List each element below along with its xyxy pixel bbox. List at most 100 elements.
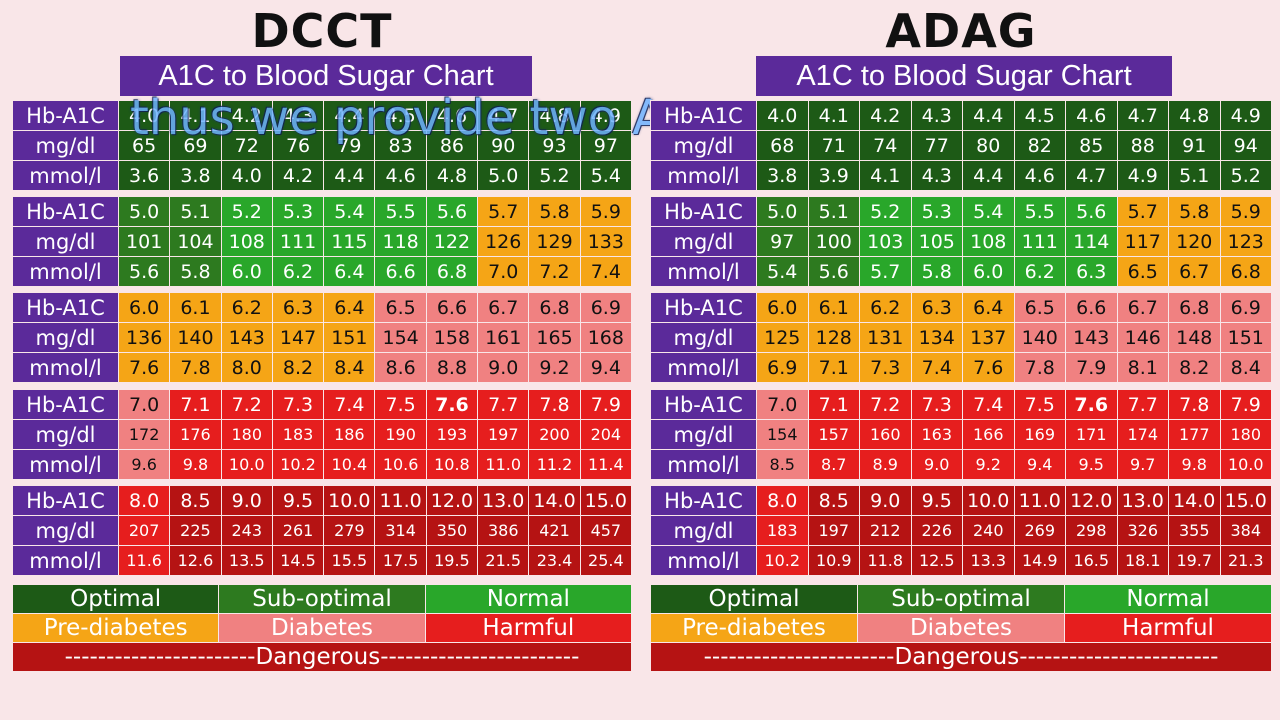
value-cell: 15.0 — [579, 485, 633, 516]
row-label: mg/dl — [650, 515, 757, 546]
table-row: mg/dl 183 197 212 226 240 269 298 326 355 384 — [650, 515, 1272, 546]
value-cell: 10.0 — [1219, 449, 1272, 480]
value-cell: 158 — [425, 322, 479, 353]
value-cell: 4.1 — [859, 160, 912, 191]
value-cell: 131 — [859, 322, 912, 353]
value-cell: 8.5 — [756, 449, 809, 480]
value-cell: 166 — [962, 419, 1015, 450]
value-cell: 243 — [220, 515, 273, 546]
value-cell: 5.9 — [579, 196, 633, 227]
value-cell: 457 — [579, 515, 633, 546]
value-cell: 6.0 — [756, 292, 809, 323]
value-cell: 19.5 — [425, 545, 479, 576]
value-cell: 8.7 — [807, 449, 860, 480]
value-cell: 100 — [807, 226, 860, 257]
value-cell: 123 — [1219, 226, 1272, 257]
value-cell: 161 — [477, 322, 530, 353]
value-cell: 157 — [807, 419, 860, 450]
value-cell: 122 — [425, 226, 479, 257]
value-cell: 384 — [1219, 515, 1272, 546]
value-cell: 6.2 — [271, 256, 325, 287]
value-cell: 165 — [528, 322, 581, 353]
value-cell: 21.3 — [1219, 545, 1272, 576]
value-cell: 386 — [477, 515, 530, 546]
table-row: mmol/l 3.8 3.9 4.1 4.3 4.4 4.6 4.7 4.9 5.1 5.2 — [650, 160, 1272, 191]
value-cell: 160 — [859, 419, 912, 450]
legend-normal: Normal — [424, 584, 633, 614]
legend-prediabetes: Pre-diabetes — [650, 613, 858, 643]
value-block: Hb-A1C 8.0 8.5 9.0 9.5 10.0 11.0 12.0 13.0 14.0 15… — [650, 485, 1272, 576]
value-cell: 212 — [859, 515, 912, 546]
table-row: mg/dl 136 140 143 147 151 154 158 161 165 168 — [12, 322, 633, 353]
value-cell: 8.9 — [859, 449, 912, 480]
row-label: Hb-A1C — [650, 196, 757, 227]
row-label: Hb-A1C — [12, 196, 119, 227]
value-cell: 180 — [220, 419, 273, 450]
value-block: Hb-A1C 4.0 4.1 4.2 4.3 4.4 4.5 4.6 4.7 4.8 4.9 mg/d… — [650, 100, 1272, 191]
table-row: mmol/l 5.4 5.6 5.7 5.8 6.0 6.2 6.3 6.5 6.7 6.8 — [650, 256, 1272, 287]
value-cell: 4.7 — [1065, 160, 1118, 191]
value-cell: 11.0 — [374, 485, 427, 516]
value-cell: 7.2 — [528, 256, 581, 287]
value-cell: 13.3 — [962, 545, 1015, 576]
value-cell: 314 — [374, 515, 427, 546]
value-block: Hb-A1C 5.0 5.1 5.2 5.3 5.4 5.5 5.6 5.7 5.8 5.9 mg/d… — [12, 196, 633, 287]
value-cell: 108 — [220, 226, 273, 257]
row-label: mmol/l — [650, 352, 757, 383]
value-cell: 5.8 — [910, 256, 963, 287]
value-cell: 421 — [528, 515, 581, 546]
value-cell: 6.0 — [962, 256, 1015, 287]
value-cell: 104 — [169, 226, 222, 257]
value-cell: 10.0 — [323, 485, 376, 516]
row-label: Hb-A1C — [650, 292, 757, 323]
value-cell: 4.8 — [425, 160, 479, 191]
value-cell: 4.6 — [1065, 100, 1118, 131]
value-cell: 7.0 — [756, 389, 809, 420]
value-cell: 4.4 — [962, 160, 1015, 191]
value-cell: 7.3 — [859, 352, 912, 383]
value-cell: 5.4 — [579, 160, 633, 191]
value-cell: 8.6 — [374, 352, 427, 383]
value-cell: 5.2 — [1219, 160, 1272, 191]
value-cell: 174 — [1116, 419, 1169, 450]
value-cell: 18.1 — [1116, 545, 1169, 576]
value-cell: 168 — [579, 322, 633, 353]
value-cell: 74 — [859, 130, 912, 161]
value-cell: 23.4 — [528, 545, 581, 576]
value-cell: 137 — [962, 322, 1015, 353]
value-cell: 7.6 — [962, 352, 1015, 383]
value-cell: 14.5 — [271, 545, 325, 576]
row-label: mmol/l — [650, 449, 757, 480]
value-cell: 151 — [1219, 322, 1272, 353]
table-row: mg/dl 172 176 180 183 186 190 193 197 200 204 — [12, 419, 633, 450]
legend-suboptimal: Sub-optimal — [857, 584, 1065, 614]
value-cell: 4.9 — [579, 100, 633, 131]
value-cell: 177 — [1168, 419, 1221, 450]
value-cell: 8.0 — [220, 352, 273, 383]
value-cell: 6.5 — [1013, 292, 1066, 323]
value-cell: 13.0 — [477, 485, 530, 516]
value-cell: 6.8 — [528, 292, 581, 323]
value-cell: 6.1 — [169, 292, 222, 323]
value-cell: 12.6 — [169, 545, 222, 576]
value-cell: 10.4 — [323, 449, 376, 480]
value-cell: 6.2 — [220, 292, 273, 323]
value-cell: 8.5 — [169, 485, 222, 516]
value-cell: 6.0 — [220, 256, 273, 287]
value-cell: 13.5 — [220, 545, 273, 576]
value-cell: 80 — [962, 130, 1015, 161]
value-cell: 171 — [1065, 419, 1118, 450]
value-cell: 133 — [579, 226, 633, 257]
table-row: Hb-A1C 8.0 8.5 9.0 9.5 10.0 11.0 12.0 13.0 14.0 15… — [12, 485, 633, 516]
value-cell: 279 — [323, 515, 376, 546]
value-cell: 7.9 — [1219, 389, 1272, 420]
value-cell: 105 — [910, 226, 963, 257]
value-cell: 7.4 — [910, 352, 963, 383]
legend-prediabetes: Pre-diabetes — [11, 613, 220, 643]
value-cell: 4.9 — [1116, 160, 1169, 191]
table-row: Hb-A1C 4.0 4.1 4.2 4.3 4.4 4.5 4.6 4.7 4.8 4.9 — [12, 100, 633, 131]
value-cell: 7.8 — [528, 389, 581, 420]
value-cell: 9.0 — [220, 485, 273, 516]
value-cell: 7.2 — [220, 389, 273, 420]
value-cell: 5.2 — [859, 196, 912, 227]
